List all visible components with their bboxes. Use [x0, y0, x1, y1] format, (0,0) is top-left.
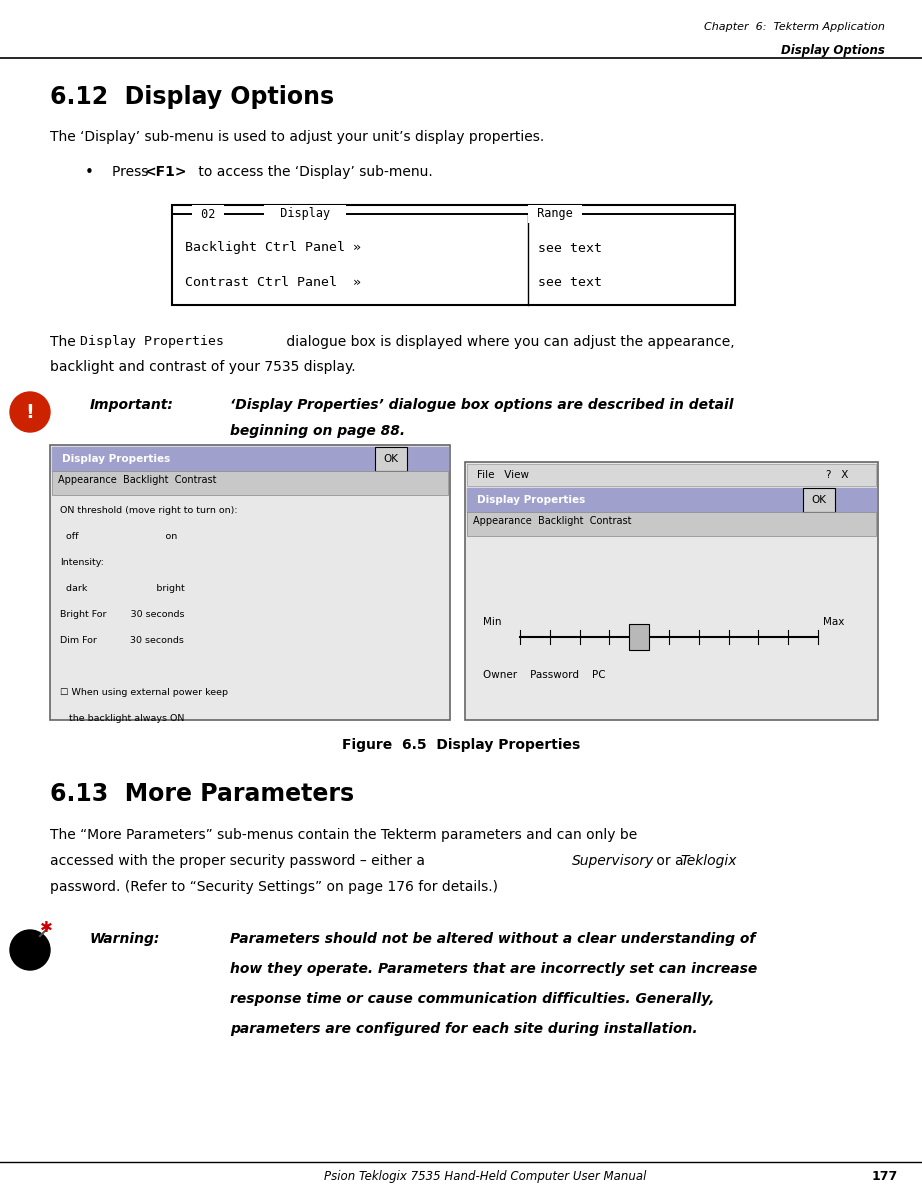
Text: Appearance  Backlight  Contrast: Appearance Backlight Contrast [58, 475, 217, 485]
Text: 6.13  More Parameters: 6.13 More Parameters [50, 782, 354, 806]
Text: dark                       bright: dark bright [60, 584, 184, 593]
Text: The: The [50, 335, 80, 350]
Text: backlight and contrast of your 7535 display.: backlight and contrast of your 7535 disp… [50, 360, 356, 373]
Text: •: • [85, 165, 94, 180]
Text: or a: or a [652, 853, 688, 868]
Text: Parameters should not be altered without a clear understanding of: Parameters should not be altered without… [230, 932, 755, 946]
Bar [629, 624, 649, 650]
Text: Bright For        30 seconds: Bright For 30 seconds [60, 610, 184, 619]
Bar [375, 446, 407, 470]
Text: OK: OK [384, 454, 398, 464]
Text: Range: Range [530, 207, 580, 220]
Bar [467, 512, 876, 536]
Text: Display Properties: Display Properties [80, 335, 224, 348]
Bar [465, 462, 878, 721]
Text: Dim For           30 seconds: Dim For 30 seconds [60, 636, 183, 645]
Text: response time or cause communication difficulties. Generally,: response time or cause communication dif… [230, 992, 715, 1005]
Text: Press: Press [112, 165, 153, 180]
Text: Psion Teklogix 7535 Hand-Held Computer User Manual: Psion Teklogix 7535 Hand-Held Computer U… [324, 1169, 646, 1183]
Bar [803, 488, 835, 512]
Text: ☐ When using external power keep: ☐ When using external power keep [60, 688, 228, 697]
Text: Display Properties: Display Properties [62, 454, 171, 464]
Bar [52, 470, 448, 496]
Text: Supervisory: Supervisory [572, 853, 655, 868]
Text: Min: Min [483, 616, 502, 627]
Bar [467, 464, 876, 486]
Bar [52, 446, 448, 470]
Text: ‘Display Properties’ dialogue box options are described in detail: ‘Display Properties’ dialogue box option… [230, 397, 734, 412]
Text: OK: OK [811, 496, 826, 505]
Text: accessed with the proper security password – either a: accessed with the proper security passwo… [50, 853, 430, 868]
Text: Intensity:: Intensity: [60, 558, 104, 567]
Text: ?   X: ? X [826, 470, 848, 480]
Text: to access the ‘Display’ sub-menu.: to access the ‘Display’ sub-menu. [194, 165, 432, 180]
Text: dialogue box is displayed where you can adjust the appearance,: dialogue box is displayed where you can … [282, 335, 735, 350]
Text: the backlight always ON: the backlight always ON [60, 713, 184, 723]
Text: see text: see text [538, 242, 602, 255]
Text: Contrast Ctrl Panel  »: Contrast Ctrl Panel » [185, 275, 361, 288]
Text: Chapter  6:  Tekterm Application: Chapter 6: Tekterm Application [704, 22, 885, 32]
Text: Display Properties: Display Properties [477, 496, 585, 505]
Bar [50, 445, 450, 721]
Text: Backlight Ctrl Panel »: Backlight Ctrl Panel » [185, 242, 361, 255]
Text: see text: see text [538, 275, 602, 288]
Text: ON threshold (move right to turn on):: ON threshold (move right to turn on): [60, 506, 238, 515]
Text: 02: 02 [194, 207, 222, 220]
Text: 6.12  Display Options: 6.12 Display Options [50, 85, 334, 109]
Text: Owner    Password    PC: Owner Password PC [483, 670, 606, 680]
Text: parameters are configured for each site during installation.: parameters are configured for each site … [230, 1022, 698, 1035]
Text: off                             on: off on [60, 531, 177, 541]
Text: beginning on page 88.: beginning on page 88. [230, 424, 405, 438]
Text: Figure  6.5  Display Properties: Figure 6.5 Display Properties [342, 739, 580, 752]
Bar [172, 205, 735, 305]
Text: !: ! [26, 402, 34, 421]
Text: The ‘Display’ sub-menu is used to adjust your unit’s display properties.: The ‘Display’ sub-menu is used to adjust… [50, 130, 544, 144]
Text: <F1>: <F1> [145, 165, 187, 180]
Text: 177: 177 [872, 1169, 898, 1183]
Text: how they operate. Parameters that are incorrectly set can increase: how they operate. Parameters that are in… [230, 962, 757, 976]
Text: File   View: File View [477, 470, 529, 480]
Circle shape [10, 391, 50, 432]
Circle shape [10, 930, 50, 970]
Text: Max: Max [823, 616, 845, 627]
Text: Important:: Important: [90, 397, 174, 412]
Text: password. (Refer to “Security Settings” on page 176 for details.): password. (Refer to “Security Settings” … [50, 880, 498, 894]
Text: Display: Display [266, 207, 344, 220]
Text: Teklogix: Teklogix [680, 853, 737, 868]
Text: Display Options: Display Options [781, 44, 885, 57]
Text: Appearance  Backlight  Contrast: Appearance Backlight Contrast [473, 516, 632, 525]
Text: ✱: ✱ [40, 920, 53, 936]
Text: Warning:: Warning: [90, 932, 160, 946]
Bar [467, 488, 876, 512]
Text: The “More Parameters” sub-menus contain the Tekterm parameters and can only be: The “More Parameters” sub-menus contain … [50, 828, 637, 841]
